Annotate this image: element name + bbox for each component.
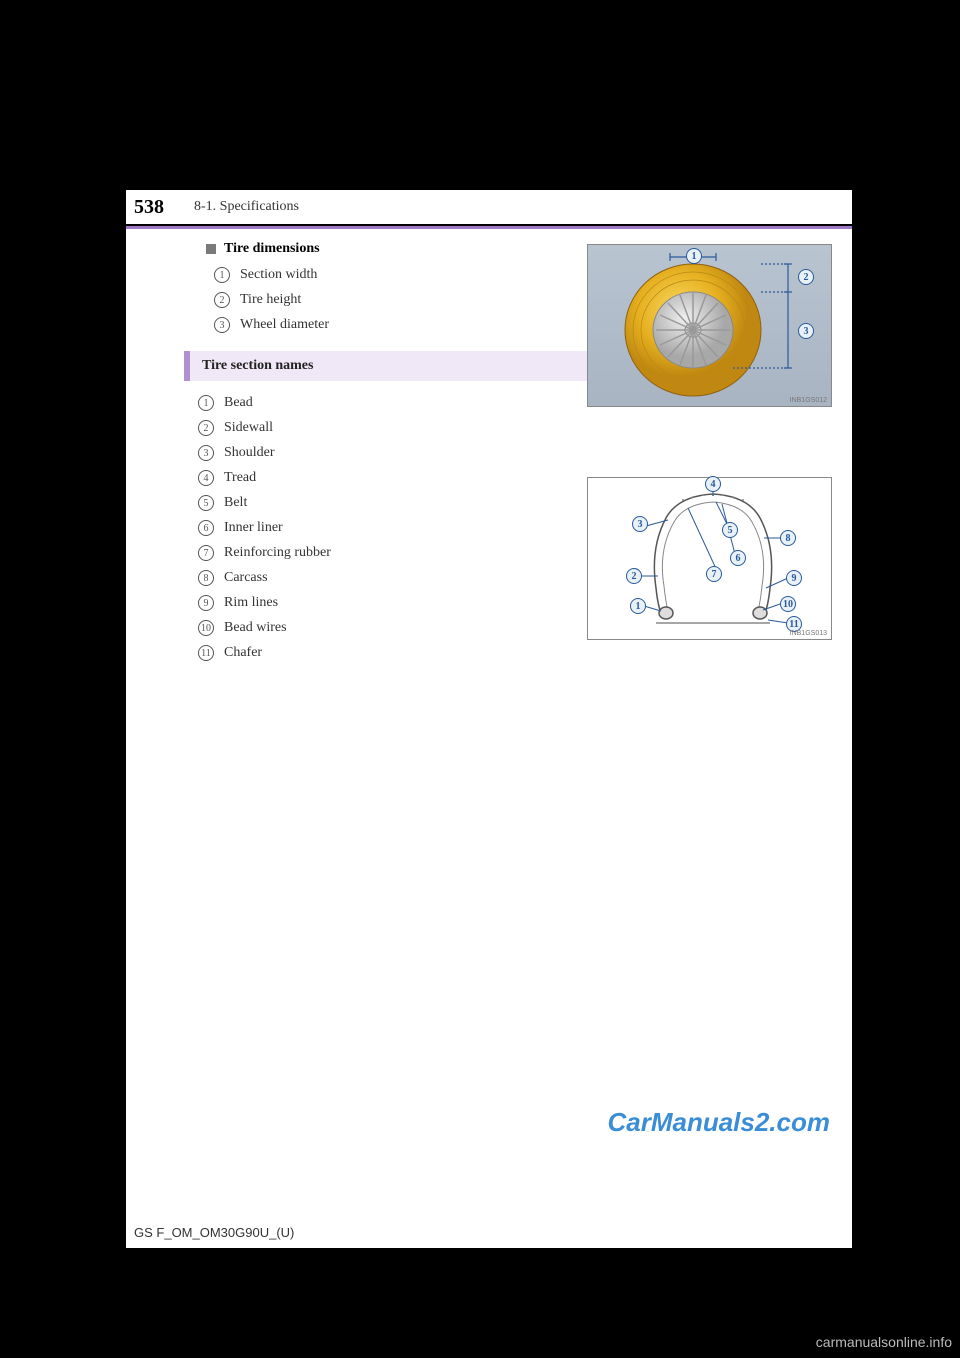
list-item: 11 Chafer [198, 645, 852, 661]
item-label: Shoulder [224, 445, 275, 461]
circled-num-icon: 6 [198, 520, 214, 536]
item-label: Inner liner [224, 520, 283, 536]
section-header-text: Tire section names [202, 358, 313, 374]
item-label: Chafer [224, 645, 262, 661]
callout-2b: 2 [626, 568, 642, 584]
item-label: Wheel diameter [240, 317, 329, 333]
figure-tire-section: 1 2 3 4 5 6 7 8 9 10 11 INB1GS013 [587, 477, 832, 640]
circled-num-icon: 8 [198, 570, 214, 586]
watermark-main: CarManuals2.com [607, 1107, 830, 1138]
manual-page: 538 8-1. Specifications Tire dimensions … [126, 190, 852, 1248]
callout-4b: 4 [705, 476, 721, 492]
figure-code: INB1GS013 [790, 630, 827, 637]
callout-5b: 5 [722, 522, 738, 538]
circled-num-icon: 9 [198, 595, 214, 611]
tire-dim-svg [588, 245, 833, 408]
callout-2: 2 [798, 269, 814, 285]
watermark-footer: carmanualsonline.info [816, 1334, 952, 1350]
circled-num-icon: 10 [198, 620, 214, 636]
footer-code: GS F_OM_OM30G90U_(U) [134, 1225, 294, 1240]
item-label: Belt [224, 495, 247, 511]
circled-num-icon: 2 [214, 292, 230, 308]
list-item: 3 Shoulder [198, 445, 852, 461]
circled-num-icon: 1 [214, 267, 230, 283]
page-number: 538 [134, 196, 164, 219]
chapter-title: 8-1. Specifications [194, 199, 299, 215]
circled-num-icon: 2 [198, 420, 214, 436]
page-header: 538 8-1. Specifications [126, 190, 852, 226]
list-item: 2 Sidewall [198, 420, 852, 436]
callout-1: 1 [686, 248, 702, 264]
item-label: Reinforcing rubber [224, 545, 331, 561]
item-label: Sidewall [224, 420, 273, 436]
figure-tire-dimensions: 1 2 3 INB1GS012 [587, 244, 832, 407]
sub-heading-text: Tire dimensions [224, 241, 320, 257]
callout-7b: 7 [706, 566, 722, 582]
item-label: Tread [224, 470, 256, 486]
item-label: Bead [224, 395, 253, 411]
circled-num-icon: 1 [198, 395, 214, 411]
item-label: Section width [240, 267, 317, 283]
circled-num-icon: 11 [198, 645, 214, 661]
item-label: Tire height [240, 292, 301, 308]
callout-3b: 3 [632, 516, 648, 532]
circled-num-icon: 5 [198, 495, 214, 511]
callout-8b: 8 [780, 530, 796, 546]
item-label: Carcass [224, 570, 268, 586]
circled-num-icon: 3 [198, 445, 214, 461]
figure-code: INB1GS012 [790, 397, 827, 404]
circled-num-icon: 3 [214, 317, 230, 333]
item-label: Bead wires [224, 620, 287, 636]
item-label: Rim lines [224, 595, 278, 611]
callout-6b: 6 [730, 550, 746, 566]
callout-3: 3 [798, 323, 814, 339]
callout-9b: 9 [786, 570, 802, 586]
square-bullet-icon [206, 244, 216, 254]
circled-num-icon: 7 [198, 545, 214, 561]
callout-1b: 1 [630, 598, 646, 614]
callout-10b: 10 [780, 596, 796, 612]
circled-num-icon: 4 [198, 470, 214, 486]
